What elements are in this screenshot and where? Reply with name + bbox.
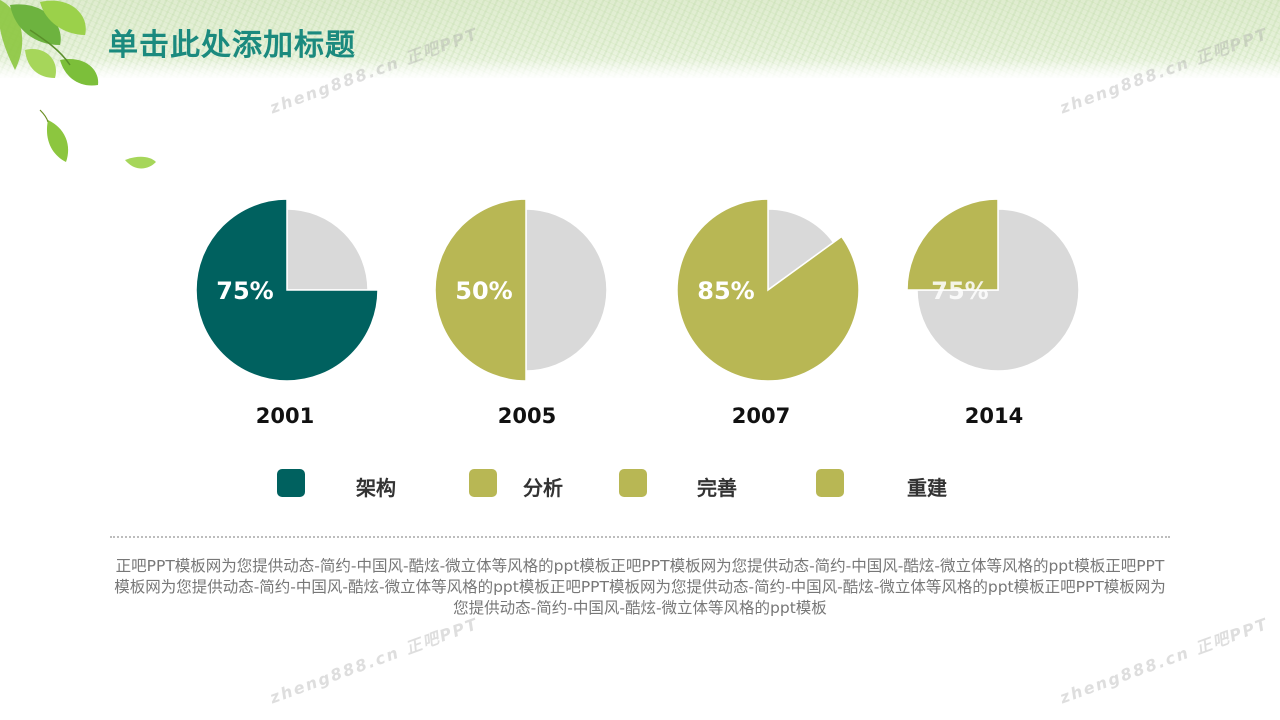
legend-swatch-jiagou [277,469,305,497]
leaf-decoration [0,0,156,169]
pie-slice-2007-0 [676,198,860,382]
pie-slice-2005-1 [525,208,608,372]
legend-label-jiagou: 架构 [356,476,396,500]
pie-slice-2001-0 [195,198,379,382]
pie-chart-2007: 85% 2007 [676,198,860,428]
legend-swatch-wanshan [619,469,647,497]
pie-value-label-2005: 50% [455,277,512,305]
header-fade [0,60,1280,80]
year-label-2005: 2005 [498,404,556,428]
pie-chart-2005: 50% 2005 [434,198,608,428]
legend-label-wanshan: 完善 [697,476,737,500]
pie-slice-2014-0 [906,198,999,291]
pie-value-label-2007: 85% [697,277,754,305]
legend-label-fenxi: 分析 [523,476,563,500]
pie-slice-2005-0 [434,198,527,382]
leaf-icon [40,0,86,35]
legend-swatch-chongjian [816,469,844,497]
legend-swatch-fenxi [469,469,497,497]
legend-label-chongjian: 重建 [907,476,947,500]
body-text[interactable]: 正吧PPT模板网为您提供动态-简约-中国风-酷炫-微立体等风格的ppt模板正吧P… [114,557,1166,617]
pie-value-label-2014: 75% [931,277,988,305]
pie-slice-2007-1 [767,208,835,292]
leaf-icon [125,156,156,169]
year-label-2014: 2014 [965,404,1023,428]
pie-slice-2001-1 [286,208,369,291]
year-label-2007: 2007 [732,404,790,428]
leaf-icon [60,59,99,86]
year-label-2001: 2001 [256,404,314,428]
slide-title[interactable]: 单击此处添加标题 [108,28,356,63]
pie-chart-2001: 75% 2001 [195,198,379,428]
leaf-icon [46,120,69,162]
pie-value-label-2001: 75% [216,277,273,305]
pie-chart-2014: 75% 2014 [906,198,1080,428]
leaf-icon [25,49,56,78]
divider-line [110,536,1170,538]
